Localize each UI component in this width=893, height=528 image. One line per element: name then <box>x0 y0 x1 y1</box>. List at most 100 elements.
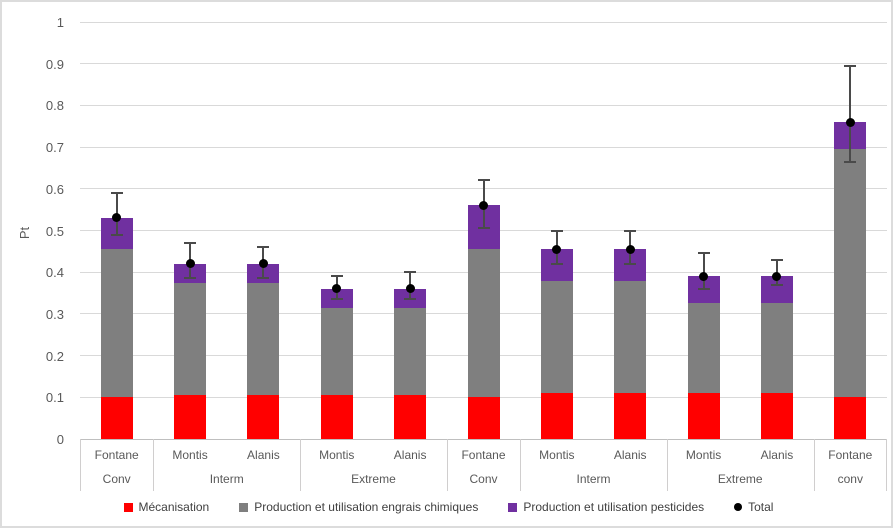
legend-square-marker <box>508 502 518 512</box>
axis-separator <box>80 439 81 491</box>
error-bar-cap <box>770 283 783 286</box>
legend-item: Production et utilisation engrais chimiq… <box>239 500 478 514</box>
total-marker <box>552 244 562 254</box>
total-marker <box>112 213 122 223</box>
bar-segment-1 <box>320 307 353 396</box>
error-bar-cap <box>330 298 343 301</box>
axis-separator <box>446 439 448 491</box>
bar-segment-1 <box>687 303 720 394</box>
group-label: Interm <box>576 472 611 486</box>
group-label: Extreme <box>351 472 396 486</box>
error-bar-cap <box>770 258 783 261</box>
gridline <box>80 438 887 440</box>
y-tick-label: 0.7 <box>45 140 64 156</box>
y-tick-label: 0.1 <box>45 390 64 406</box>
bar-segment-0 <box>687 393 720 439</box>
total-marker <box>699 271 709 281</box>
group-label: Conv <box>102 472 131 486</box>
total-marker <box>772 271 782 281</box>
error-bar-cap <box>184 277 197 280</box>
y-tick-label: 0 <box>56 432 64 447</box>
legend-square-marker <box>123 502 133 512</box>
group-label: conv <box>837 472 863 486</box>
bar-segment-1 <box>614 280 647 394</box>
error-bar-cap <box>844 64 857 67</box>
bar-segment-0 <box>174 395 207 439</box>
axis-separator <box>153 439 155 491</box>
gridline <box>80 146 887 148</box>
bar-segment-1 <box>467 249 500 398</box>
category-label: Alanis <box>760 448 794 462</box>
bar-segment-0 <box>394 395 427 439</box>
y-tick-label: 0.9 <box>45 56 64 72</box>
gridline <box>80 21 887 23</box>
group-label: Extreme <box>717 472 763 486</box>
group-label: Interm <box>209 472 244 486</box>
axis-separator <box>300 439 302 491</box>
legend-label: Production et utilisation engrais chimiq… <box>254 500 479 514</box>
total-marker <box>845 117 855 127</box>
total-marker <box>405 284 415 294</box>
error-bar-cap <box>184 242 197 244</box>
legend-label: Total <box>748 500 774 514</box>
y-tick-label: 0.8 <box>45 98 64 114</box>
legend-item: Mécanisation <box>123 500 210 514</box>
error-bar-cap <box>257 246 270 249</box>
legend-item: Total <box>734 500 773 514</box>
error-bar-line <box>849 65 852 162</box>
bar-segment-0 <box>467 397 500 439</box>
total-marker <box>332 284 342 294</box>
axis-separator <box>886 439 887 491</box>
y-tick-label: 0.4 <box>45 265 64 281</box>
category-label: Alanis <box>613 448 647 462</box>
error-bar-cap <box>477 179 490 182</box>
error-bar-cap <box>550 262 563 265</box>
plot-area: 0 0.1 0.2 0.3 0.4 0.5 0.6 0.7 0.8 0.9 1 <box>46 16 887 446</box>
bar-segment-0 <box>247 395 280 439</box>
axis-separator <box>520 439 522 491</box>
legend-label: Production et utilisation pesticides <box>523 500 705 514</box>
error-bar-cap <box>550 229 563 232</box>
error-bar-cap <box>624 262 637 265</box>
error-bar-cap <box>110 233 123 236</box>
bar-segment-1 <box>760 303 793 394</box>
bar-segment-0 <box>540 393 573 439</box>
bar-segment-1 <box>540 280 573 394</box>
total-marker <box>479 200 488 210</box>
y-tick-label: 0.3 <box>45 306 64 322</box>
y-tick-label: 0.6 <box>45 181 64 197</box>
category-label: Montis <box>685 448 722 462</box>
x-axis-label-area: Fontane Conv Montis Alanis Interm Montis Alani… <box>80 439 887 491</box>
bar-segment-0 <box>614 393 647 439</box>
category-label: Montis <box>319 448 355 462</box>
legend-item: Production et utilisation pesticides <box>508 500 704 514</box>
error-bar-cap <box>404 298 417 301</box>
bar-segment-0 <box>760 393 793 439</box>
total-marker <box>185 259 195 269</box>
group-label: Conv <box>469 472 498 486</box>
error-bar-cap <box>257 277 270 280</box>
category-label: Fontane <box>94 448 139 462</box>
error-bar-cap <box>404 271 417 274</box>
y-tick-label: 0.2 <box>45 348 64 364</box>
bar-segment-1 <box>247 282 280 396</box>
total-marker <box>625 244 635 254</box>
error-bar-cap <box>624 229 637 232</box>
bar-segment-0 <box>320 395 353 439</box>
error-bar-cap <box>330 275 343 278</box>
category-label: Alanis <box>393 448 427 462</box>
legend-square-marker <box>239 502 249 512</box>
category-label: Fontane <box>828 448 873 462</box>
legend-circle-marker <box>734 503 743 511</box>
legend-label: Mécanisation <box>138 500 210 514</box>
chart-legend: Mécanisation Production et utilisation en… <box>2 500 891 514</box>
bar-segment-1 <box>394 307 427 396</box>
axis-separator <box>666 439 668 491</box>
bar-segment-1 <box>174 282 207 396</box>
y-tick-label: 1 <box>56 15 64 30</box>
axis-separator <box>813 439 815 491</box>
error-bar-cap <box>110 191 123 194</box>
category-label: Montis <box>539 448 575 462</box>
category-label: Alanis <box>247 448 280 462</box>
